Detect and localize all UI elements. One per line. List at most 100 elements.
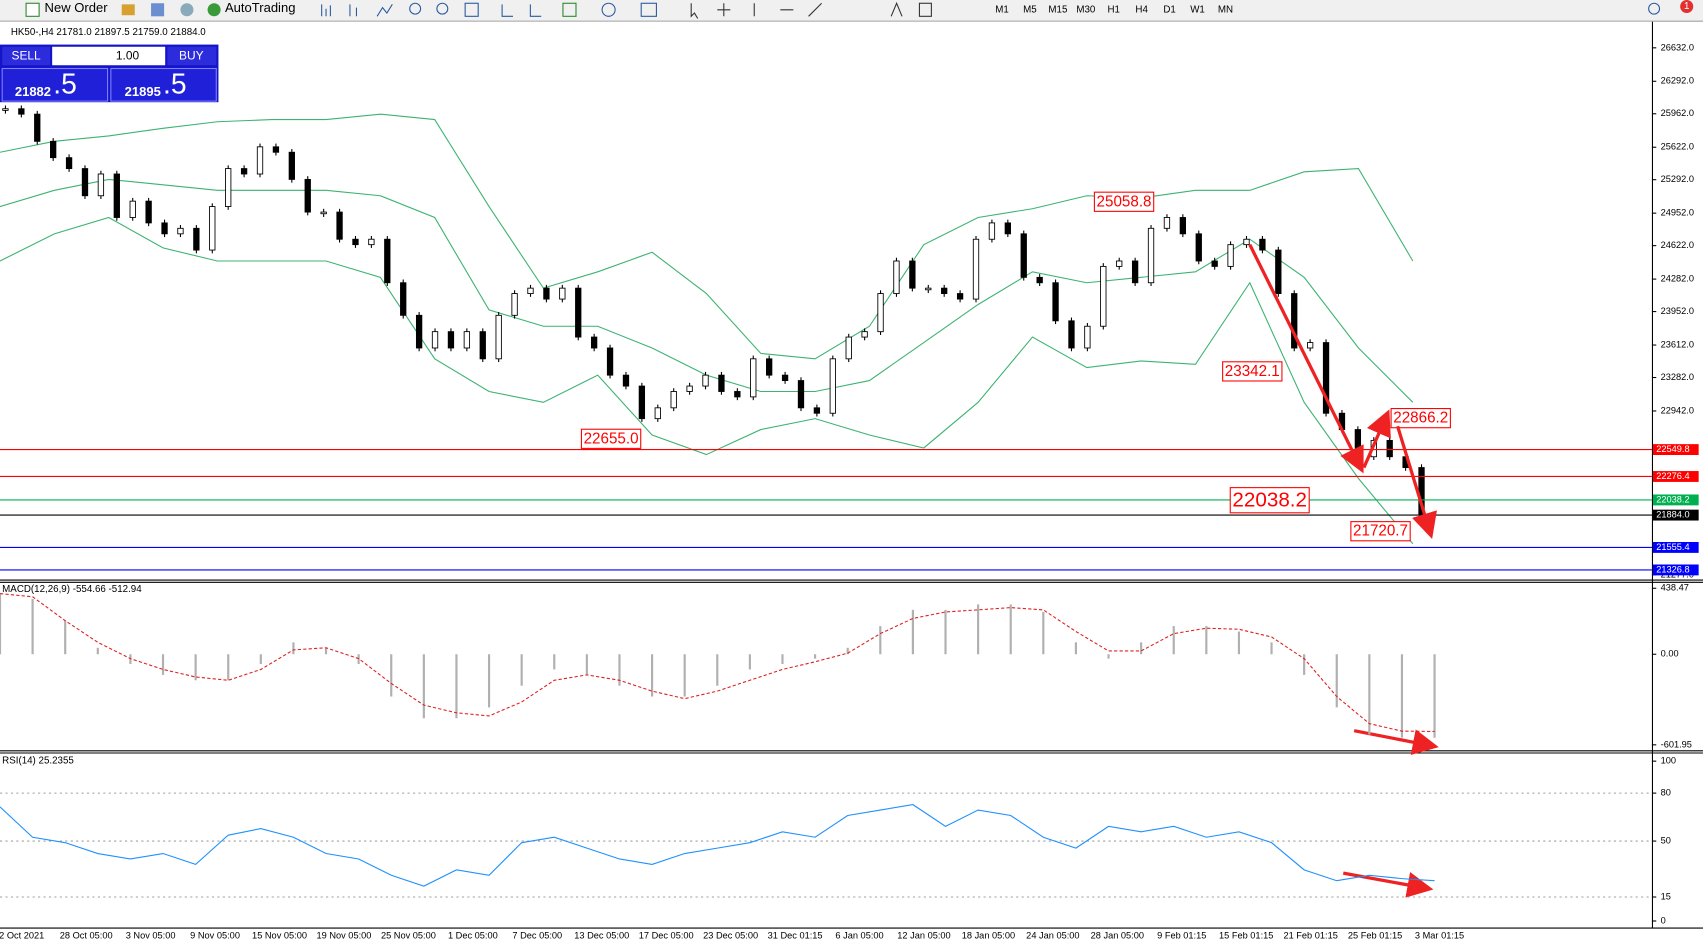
icon[interactable]: [321, 4, 331, 17]
macd-label: MACD(12,26,9) -554.66 -512.94: [2, 584, 142, 595]
icon[interactable]: [717, 3, 731, 17]
candle: [415, 314, 423, 349]
candle: [1179, 217, 1187, 235]
candle: [209, 206, 216, 251]
y-tick-label: 25962.0: [1661, 108, 1694, 118]
icon[interactable]: [529, 4, 542, 17]
icon[interactable]: [409, 2, 422, 15]
price-annotation: 25058.8: [1097, 193, 1152, 210]
candle: [1131, 260, 1139, 284]
candle: [1227, 244, 1234, 267]
y-tick-label: 23952.0: [1661, 306, 1694, 316]
notification-badge[interactable]: [1680, 0, 1694, 14]
candle: [495, 314, 502, 360]
main-panel: [0, 21, 1652, 579]
icon[interactable]: [180, 3, 194, 17]
icon[interactable]: [151, 3, 165, 17]
price-level-box: [1653, 494, 1699, 506]
price-annotation: 23342.1: [1225, 363, 1280, 380]
timeframe[interactable]: M1: [995, 4, 1009, 15]
time-label: 15 Feb 01:15: [1219, 931, 1273, 941]
candle: [1163, 217, 1171, 229]
y-tick-label: 23282.0: [1661, 372, 1694, 382]
annotation-box: [1222, 361, 1283, 382]
timeframe[interactable]: M15: [1048, 4, 1068, 15]
candle: [161, 222, 168, 235]
autotrading-icon[interactable]: [207, 3, 221, 17]
buy[interactable]: BUY: [179, 49, 204, 63]
candle: [781, 374, 789, 381]
icon[interactable]: [890, 1, 903, 17]
lot-input[interactable]: [52, 46, 166, 66]
candle: [1211, 260, 1218, 267]
buy-price-box[interactable]: [110, 67, 217, 102]
autotrading[interactable]: AutoTrading: [225, 0, 295, 15]
timeframe[interactable]: W1: [1190, 4, 1205, 15]
icon[interactable]: [436, 2, 449, 15]
candle: [320, 211, 327, 215]
timeframe[interactable]: M5: [1023, 4, 1037, 15]
search-icon[interactable]: [1648, 2, 1661, 15]
candle: [734, 391, 741, 398]
time-label: 28 Jan 05:00: [1091, 931, 1144, 941]
price-level-label: 21326.8: [1656, 564, 1689, 574]
candle: [50, 140, 57, 159]
sell[interactable]: SELL: [11, 49, 41, 63]
icon[interactable]: [562, 2, 577, 17]
annotation-box: [1350, 521, 1411, 542]
candle: [288, 151, 295, 180]
icon[interactable]: [349, 4, 358, 17]
lot[interactable]: 1.00: [116, 49, 140, 63]
icon[interactable]: [753, 2, 822, 17]
y-tick-label: 23612.0: [1661, 339, 1694, 349]
new-order-icon[interactable]: [25, 2, 40, 17]
timeframe[interactable]: M30: [1076, 4, 1096, 15]
candle: [81, 168, 89, 197]
timeframe[interactable]: H1: [1108, 4, 1120, 15]
timeframe[interactable]: H4: [1135, 4, 1148, 15]
price-level-box: [1653, 541, 1699, 553]
time-label: 17 Dec 05:00: [639, 931, 694, 941]
candle: [686, 385, 693, 392]
sell-price-box[interactable]: [1, 67, 109, 102]
candle: [129, 200, 136, 218]
price-annotation: 22038.2: [1232, 489, 1307, 512]
candle: [941, 287, 948, 295]
y-tick-label: 438.47: [1661, 583, 1689, 593]
candle: [97, 173, 105, 197]
sell-button[interactable]: [2, 46, 50, 66]
y-tick-label: 22942.0: [1661, 405, 1694, 415]
icon[interactable]: [121, 4, 135, 16]
candle: [1147, 227, 1155, 284]
y-tick-label: 80: [1661, 788, 1671, 798]
candle: [368, 238, 375, 246]
annotation-box: [1390, 408, 1451, 429]
icon[interactable]: [690, 3, 699, 19]
candle: [766, 358, 773, 376]
candle: [988, 222, 996, 240]
new-order[interactable]: New Order: [45, 0, 109, 15]
y-tick-label: 24282.0: [1661, 274, 1694, 284]
candle: [877, 293, 884, 333]
icon[interactable]: [376, 4, 393, 17]
icon[interactable]: [464, 2, 479, 17]
price-annotation: 22866.2: [1393, 410, 1448, 427]
icon[interactable]: [918, 2, 932, 17]
candle: [34, 113, 41, 142]
drawn-arrows: [1248, 243, 1439, 898]
icon[interactable]: [601, 2, 616, 17]
arrow: [1248, 243, 1364, 474]
icon[interactable]: [501, 4, 513, 17]
candle: [654, 407, 661, 420]
candle: [1036, 276, 1043, 284]
icon[interactable]: [640, 2, 657, 17]
candle: [1068, 320, 1075, 349]
candle: [543, 287, 550, 300]
buy-button[interactable]: [167, 46, 217, 66]
timeframe[interactable]: D1: [1163, 4, 1175, 15]
timeframe[interactable]: MN: [1218, 4, 1233, 15]
candle: [240, 168, 248, 175]
buy-price: 21895: [125, 84, 161, 99]
price-level-box: [1653, 509, 1699, 521]
